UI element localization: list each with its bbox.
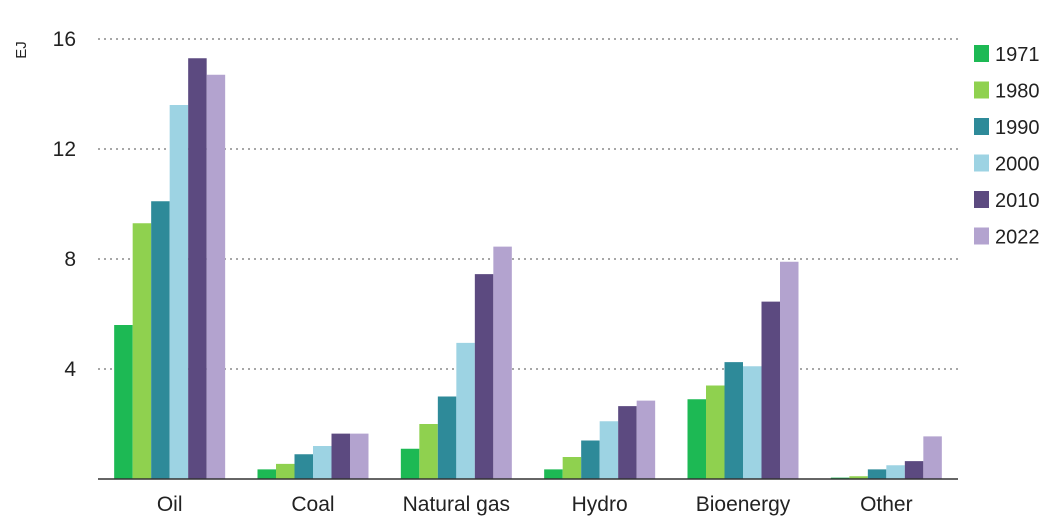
- legend-label: 1990: [995, 117, 1040, 139]
- y-axis-label: EJ: [13, 41, 30, 59]
- legend-label: 2022: [995, 227, 1040, 249]
- gridlines: [98, 38, 958, 370]
- bar-oil-1990: [151, 201, 170, 479]
- bar-other-2010: [904, 461, 924, 479]
- bar-hydro-1971: [544, 469, 563, 479]
- bar-bioenergy-1980: [706, 385, 725, 479]
- bar-oil-2022: [206, 74, 226, 479]
- bar-other-2022: [923, 436, 942, 479]
- category-label: Oil: [157, 493, 183, 516]
- legend-swatch-2000: [974, 154, 989, 172]
- legend-swatch-2010: [974, 191, 989, 208]
- y-tick-label: 16: [53, 28, 76, 51]
- bar-oil-1980: [132, 223, 152, 479]
- legend-label: 2010: [995, 190, 1040, 212]
- y-tick-label: 8: [64, 248, 76, 271]
- bar-coal-1990: [294, 454, 313, 479]
- bar-other-2000: [886, 465, 905, 479]
- bar-other-1980: [849, 476, 868, 479]
- legend-swatch-1990: [974, 118, 989, 135]
- legend-label: 1971: [995, 44, 1040, 66]
- legend-swatch-1980: [974, 81, 989, 99]
- bar-natural-gas-1980: [419, 424, 438, 479]
- category-label: Bioenergy: [696, 493, 791, 516]
- bar-hydro-2022: [636, 400, 656, 479]
- bar-oil-2010: [188, 58, 207, 479]
- y-tick-label: 4: [64, 358, 76, 381]
- bar-hydro-2000: [599, 421, 619, 479]
- bar-bioenergy-1990: [724, 362, 743, 479]
- bar-natural-gas-1990: [437, 396, 457, 479]
- bar-oil-1971: [114, 325, 133, 479]
- category-label: Coal: [291, 493, 334, 516]
- legend-label: 2000: [995, 154, 1040, 176]
- bar-natural-gas-1971: [400, 448, 420, 479]
- bar-bioenergy-1971: [687, 399, 706, 479]
- bar-natural-gas-2010: [474, 274, 494, 479]
- bar-coal-2010: [331, 433, 350, 479]
- bar-bioenergy-2022: [780, 261, 799, 479]
- bar-bioenergy-2000: [743, 366, 762, 479]
- category-label: Other: [860, 493, 913, 516]
- bar-hydro-1990: [581, 440, 600, 479]
- bar-coal-1971: [257, 469, 276, 479]
- bar-hydro-1980: [562, 457, 582, 479]
- bar-coal-1980: [276, 463, 295, 479]
- legend-swatch-2022: [974, 227, 989, 245]
- bars: [114, 58, 942, 479]
- bar-coal-2000: [313, 446, 332, 479]
- category-label: Hydro: [572, 493, 628, 516]
- legend-label: 1980: [995, 81, 1040, 103]
- category-labels: Oil Coal Natural gas Hydro Bioenergy Other: [157, 493, 913, 516]
- bar-other-1990: [867, 469, 887, 479]
- legend-swatch-1971: [974, 45, 989, 62]
- category-label: Natural gas: [403, 493, 510, 516]
- legend: 1971 1980 1990 2000 2010 2022: [974, 44, 1040, 249]
- bar-oil-2000: [169, 105, 189, 479]
- bar-hydro-2010: [618, 406, 637, 479]
- bar-natural-gas-2000: [456, 342, 475, 479]
- y-tick-labels: 4 8 12 16: [53, 28, 77, 381]
- bar-bioenergy-2010: [761, 301, 780, 479]
- y-tick-label: 12: [53, 138, 76, 161]
- bar-coal-2022: [350, 433, 369, 479]
- bar-natural-gas-2022: [493, 246, 512, 479]
